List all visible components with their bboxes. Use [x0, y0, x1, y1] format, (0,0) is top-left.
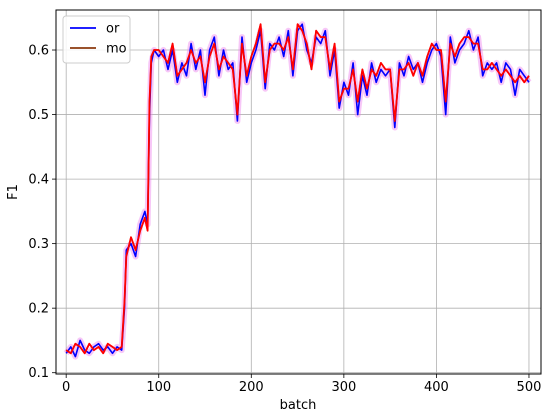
series-mo-overlay [65, 23, 530, 355]
x-tick-label: 0 [62, 380, 70, 395]
x-tick-label: 100 [146, 380, 171, 395]
y-tick-label: 0.3 [28, 237, 49, 252]
legend-label-or: or [106, 22, 120, 37]
series-or-line [65, 23, 530, 358]
x-axis-label: batch [280, 398, 317, 413]
y-tick-label: 0.6 [28, 44, 49, 59]
plot-frame [55, 9, 542, 375]
y-tick-label: 0.2 [28, 302, 49, 317]
x-tick-label: 400 [424, 380, 449, 395]
x-tick-label: 200 [239, 380, 264, 395]
series-layer [63, 21, 532, 360]
y-axis-label: F1 [6, 184, 21, 200]
grid-lines [56, 10, 541, 374]
y-tick-label: 0.1 [28, 366, 49, 381]
legend: or mo [62, 15, 131, 64]
x-tick-label: 300 [331, 380, 356, 395]
y-tick-label: 0.5 [28, 108, 49, 123]
legend-label-mo: mo [106, 42, 127, 57]
series-mo-line [65, 23, 530, 354]
y-axis-ticks: 0.1 0.2 0.3 0.4 0.5 0.6 [28, 44, 56, 381]
series-or-shadow [63, 21, 532, 360]
x-tick-label: 500 [517, 380, 542, 395]
x-axis-ticks: 0 100 200 300 400 500 [62, 374, 541, 395]
y-tick-label: 0.4 [28, 173, 49, 188]
